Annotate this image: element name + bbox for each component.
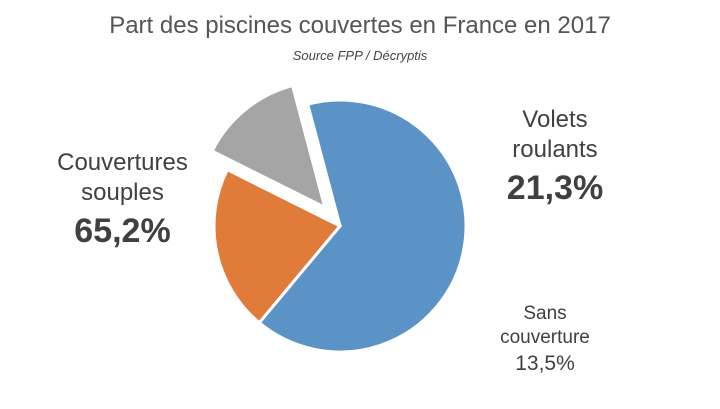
slice-label-sans-couverture: Sans couverture 13,5% [470,302,620,376]
slice-value: 21,3% [506,169,604,207]
slice-name-line2: roulants [512,136,598,163]
slice-name-line2: souples [81,179,164,206]
chart-title: Part des piscines couvertes en France en… [109,12,611,39]
chart-subtitle: Source FPP / Décryptis [292,48,428,63]
slice-name-line1: Couvertures [57,149,188,176]
slice-name-line1: Sans [523,303,567,324]
slice-sans-couverture [210,83,328,211]
slice-label-couvertures-souples: Couvertures souples 65,2% [30,148,215,251]
slice-name-line1: Volets [522,106,588,133]
slice-label-volets-roulants: Volets roulants 21,3% [470,105,640,208]
slice-couvertures-souples [257,98,468,354]
slice-value: 13,5% [515,351,575,375]
slice-volets-roulants [212,167,343,325]
slice-name-line2: couverture [500,326,590,348]
slice-value: 65,2% [74,212,171,250]
